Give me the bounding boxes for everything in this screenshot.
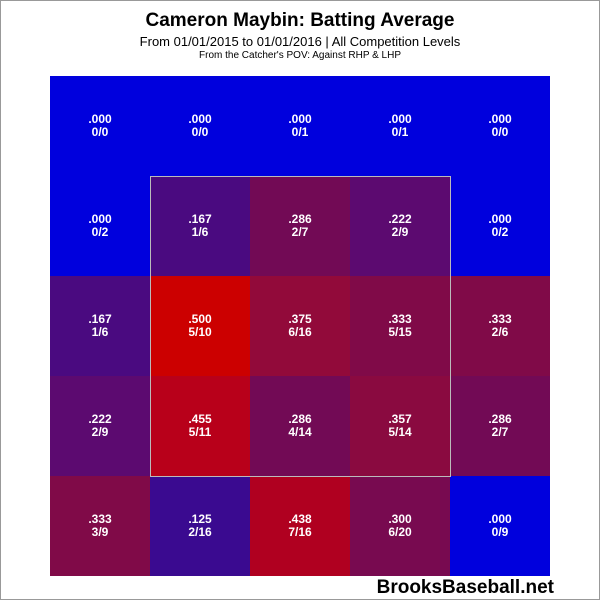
cell-average: .455 [188, 412, 212, 426]
cell-average: .000 [288, 112, 312, 126]
chart-subtitle-pov: From the Catcher's POV: Against RHP & LH… [199, 50, 401, 61]
cell-hits-at-bats: 0/0 [491, 125, 509, 139]
heatmap-cell: .222 2/9 [50, 376, 150, 476]
cell-average: .375 [288, 312, 312, 326]
heatmap-cell: .286 2/7 [250, 176, 350, 276]
heatmap-grid: .000 0/0.000 0/0.000 0/1.000 0/1.000 0/0.000 0… [50, 76, 550, 576]
heatmap-cell: .000 0/1 [350, 76, 450, 176]
cell-average: .300 [388, 512, 412, 526]
heatmap-cell: .300 6/20 [350, 476, 450, 576]
heatmap-cell: .333 3/9 [50, 476, 150, 576]
heatmap-cell: .500 5/10 [150, 276, 250, 376]
cell-average: .438 [288, 512, 312, 526]
cell-hits-at-bats: 0/0 [191, 125, 209, 139]
heatmap-cell: .000 0/9 [450, 476, 550, 576]
cell-hits-at-bats: 1/6 [191, 225, 209, 239]
heatmap-cell: .357 5/14 [350, 376, 450, 476]
cell-average: .500 [188, 312, 212, 326]
cell-average: .357 [388, 412, 412, 426]
heatmap-cell: .333 5/15 [350, 276, 450, 376]
cell-average: .333 [388, 312, 412, 326]
cell-average: .000 [88, 112, 112, 126]
cell-hits-at-bats: 0/2 [491, 225, 509, 239]
cell-hits-at-bats: 2/7 [491, 425, 509, 439]
heatmap-cell: .167 1/6 [150, 176, 250, 276]
heatmap-cell: .125 2/16 [150, 476, 250, 576]
cell-hits-at-bats: 4/14 [288, 425, 312, 439]
cell-average: .000 [388, 112, 412, 126]
watermark: BrooksBaseball.net [376, 577, 554, 598]
cell-hits-at-bats: 2/7 [291, 225, 309, 239]
cell-average: .333 [88, 512, 112, 526]
heatmap-cell: .333 2/6 [450, 276, 550, 376]
cell-hits-at-bats: 1/6 [91, 325, 109, 339]
heatmap-cell: .000 0/1 [250, 76, 350, 176]
cell-average: .286 [288, 212, 312, 226]
cell-average: .222 [388, 212, 412, 226]
cell-hits-at-bats: 0/0 [91, 125, 109, 139]
cell-hits-at-bats: 0/1 [291, 125, 309, 139]
cell-average: .286 [288, 412, 312, 426]
heatmap-cell: .000 0/0 [150, 76, 250, 176]
cell-hits-at-bats: 6/20 [388, 525, 412, 539]
heatmap-cell: .222 2/9 [350, 176, 450, 276]
cell-hits-at-bats: 0/1 [391, 125, 409, 139]
cell-hits-at-bats: 0/9 [491, 525, 509, 539]
cell-average: .125 [188, 512, 212, 526]
chart-subtitle: From 01/01/2015 to 01/01/2016 | All Comp… [139, 34, 461, 49]
cell-hits-at-bats: 5/10 [188, 325, 212, 339]
cell-average: .286 [488, 412, 512, 426]
heatmap-cell: .438 7/16 [250, 476, 350, 576]
heatmap-cell: .167 1/6 [50, 276, 150, 376]
cell-average: .333 [488, 312, 512, 326]
cell-average: .000 [188, 112, 212, 126]
chart-title: Cameron Maybin: Batting Average [145, 10, 455, 31]
heatmap-cell: .000 0/0 [50, 76, 150, 176]
heatmap-cell: .286 4/14 [250, 376, 350, 476]
heatmap-cell: .286 2/7 [450, 376, 550, 476]
heatmap-cell: .000 0/2 [50, 176, 150, 276]
cell-hits-at-bats: 5/15 [388, 325, 412, 339]
cell-hits-at-bats: 2/16 [188, 525, 212, 539]
cell-hits-at-bats: 2/9 [391, 225, 409, 239]
cell-average: .167 [188, 212, 212, 226]
cell-hits-at-bats: 3/9 [91, 525, 109, 539]
cell-average: .000 [488, 512, 512, 526]
cell-hits-at-bats: 5/11 [188, 425, 212, 439]
heatmap-cell: .000 0/0 [450, 76, 550, 176]
cell-hits-at-bats: 2/6 [491, 325, 509, 339]
cell-average: .222 [88, 412, 112, 426]
cell-average: .000 [488, 112, 512, 126]
cell-average: .167 [88, 312, 112, 326]
cell-hits-at-bats: 6/16 [288, 325, 312, 339]
cell-hits-at-bats: 2/9 [91, 425, 109, 439]
heatmap-cell: .000 0/2 [450, 176, 550, 276]
cell-average: .000 [88, 212, 112, 226]
cell-hits-at-bats: 0/2 [91, 225, 109, 239]
cell-hits-at-bats: 7/16 [288, 525, 312, 539]
heatmap-cell: .375 6/16 [250, 276, 350, 376]
cell-hits-at-bats: 5/14 [388, 425, 412, 439]
cell-average: .000 [488, 212, 512, 226]
heatmap-cell: .455 5/11 [150, 376, 250, 476]
